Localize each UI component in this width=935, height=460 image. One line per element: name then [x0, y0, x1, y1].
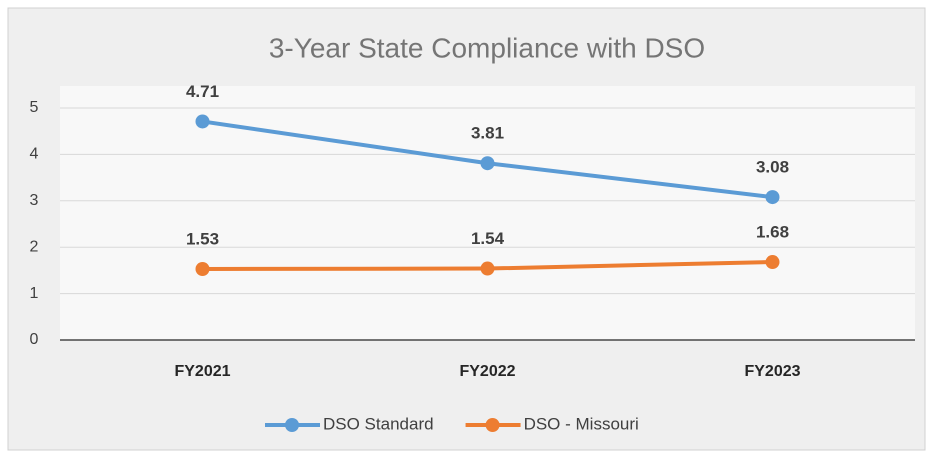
- data-point: [480, 261, 495, 276]
- y-tick-label: 1: [30, 285, 39, 302]
- legend-label: DSO Standard: [323, 414, 434, 433]
- data-point: [480, 156, 495, 171]
- x-tick-label: FY2023: [744, 363, 800, 380]
- data-label: 3.08: [756, 158, 789, 177]
- chart-title: 3-Year State Compliance with DSO: [269, 32, 705, 63]
- y-tick-label: 0: [30, 331, 39, 348]
- x-tick-label: FY2021: [174, 363, 230, 380]
- legend-marker: [485, 418, 500, 432]
- y-tick-label: 3: [30, 192, 39, 209]
- data-label: 1.68: [756, 223, 789, 242]
- data-label: 3.81: [471, 124, 504, 143]
- data-point: [195, 262, 210, 277]
- data-label: 1.53: [186, 229, 219, 248]
- y-tick-label: 2: [30, 238, 39, 255]
- data-point: [765, 255, 780, 270]
- data-label: 1.54: [471, 229, 505, 248]
- data-point: [765, 190, 780, 205]
- data-point: [195, 114, 210, 129]
- data-label: 4.71: [186, 82, 219, 101]
- x-tick-label: FY2022: [459, 363, 515, 380]
- y-tick-label: 4: [30, 146, 39, 163]
- legend-marker: [285, 418, 299, 432]
- legend-label: DSO - Missouri: [524, 414, 639, 433]
- y-tick-label: 5: [30, 99, 39, 116]
